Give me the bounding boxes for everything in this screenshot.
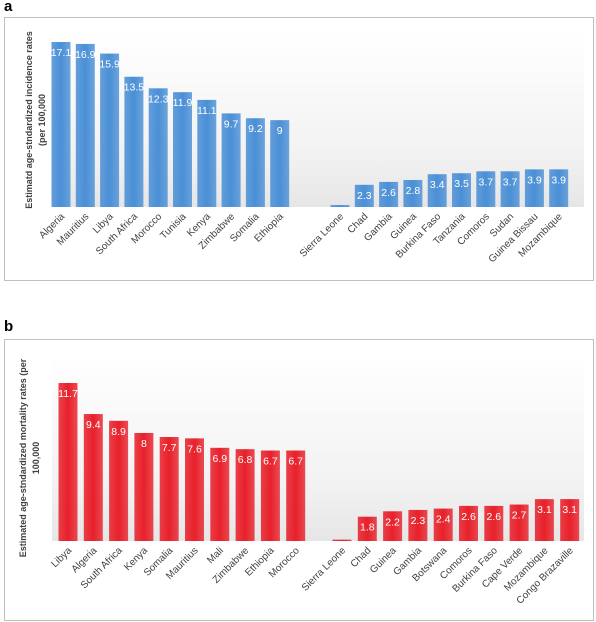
bar: [549, 169, 569, 207]
bar: [83, 414, 103, 541]
y-axis-label-line: 100,000: [31, 442, 41, 475]
bar: [286, 450, 306, 541]
bar: [534, 499, 554, 541]
data-label: 3.7: [503, 176, 518, 188]
data-label: 12.3: [148, 93, 169, 105]
bar: [109, 420, 129, 541]
data-label: 11.7: [58, 388, 78, 400]
bar: [159, 437, 179, 541]
data-label: 9.7: [224, 118, 239, 130]
data-label: 3.5: [454, 178, 469, 190]
data-label: 1.8: [360, 522, 375, 534]
bar: [330, 205, 350, 207]
bar: [245, 118, 265, 207]
data-label: 2.6: [486, 511, 501, 523]
bar: [75, 43, 95, 207]
data-label: 3.9: [527, 174, 542, 186]
category-label: Mali: [205, 545, 226, 566]
chart-frame-b: [4, 339, 594, 621]
data-label: 2.6: [381, 187, 396, 199]
data-label: 2.6: [461, 511, 476, 523]
bar: [357, 516, 377, 541]
y-axis-label-line: (per 100,000: [37, 94, 47, 146]
bar: [260, 450, 280, 541]
bar: [427, 174, 447, 207]
panel-label-b: b: [4, 318, 14, 335]
data-label: 3.7: [478, 176, 493, 188]
data-label: 2.7: [512, 510, 527, 522]
data-label: 17.1: [51, 47, 72, 59]
data-label: 3.1: [562, 504, 577, 516]
bar: [484, 505, 504, 541]
data-label: 0.1: [335, 545, 350, 557]
bar: [221, 113, 241, 207]
data-label: 7.6: [187, 443, 202, 455]
data-label: 15.9: [99, 59, 120, 71]
bar: [459, 505, 478, 541]
y-axis-label: Estimated age-stndardized mortality rate…: [18, 358, 41, 557]
bar: [524, 169, 544, 207]
data-label: 7.7: [162, 442, 177, 454]
y-axis-label-line: Estimatd age-stndardized incidence rates: [24, 31, 34, 209]
data-label: 13.5: [124, 82, 145, 94]
data-label: 6.7: [288, 456, 303, 468]
bar: [134, 432, 154, 541]
category-label: Sierra Leone: [300, 545, 349, 594]
bar: [210, 447, 230, 541]
data-label: 2.2: [385, 516, 400, 528]
data-label: 2.4: [436, 514, 451, 526]
bar: [270, 120, 290, 207]
bar: [58, 383, 78, 541]
incidence-chart: Estimatd age-stndardized incidence rates…: [24, 31, 584, 265]
data-label: 6.8: [238, 454, 253, 466]
data-label: 0.2: [333, 210, 348, 222]
bar: [560, 499, 580, 541]
plot-area: [52, 355, 584, 541]
data-label: 6.9: [212, 453, 227, 465]
data-label: 16.9: [75, 49, 96, 61]
bar: [354, 184, 374, 207]
y-axis-label: Estimatd age-stndardized incidence rates…: [24, 31, 47, 209]
bar: [476, 171, 496, 207]
bar: [124, 76, 144, 207]
bar: [100, 53, 120, 207]
chart-frame-a: [4, 17, 594, 281]
bar: [173, 92, 192, 207]
bar: [148, 88, 168, 207]
data-label: 3.9: [551, 174, 566, 186]
data-label: 3.1: [537, 504, 552, 516]
data-label: 8: [141, 438, 147, 450]
data-label: 8.9: [111, 426, 126, 438]
data-label: 11.9: [173, 97, 193, 109]
data-label: 6.7: [263, 456, 278, 468]
bar: [500, 171, 520, 207]
bar: [185, 438, 204, 541]
data-label: 9: [277, 125, 283, 137]
bar: [51, 42, 71, 207]
bar: [408, 509, 428, 541]
bar: [433, 508, 453, 541]
data-label: 2.8: [406, 185, 421, 197]
bar: [235, 449, 255, 541]
data-label: 11.1: [197, 105, 217, 117]
bar: [197, 99, 217, 207]
y-axis-label-line: Estimated age-stndardized mortality rate…: [18, 358, 28, 557]
bar: [509, 504, 529, 541]
bar: [332, 539, 352, 541]
data-label: 2.3: [411, 515, 426, 527]
bar: [403, 179, 423, 207]
bar: [452, 173, 471, 207]
bar: [383, 511, 403, 541]
data-label: 9.4: [86, 419, 101, 431]
bar: [379, 181, 399, 207]
data-label: 2.3: [357, 190, 372, 202]
panel-label-a: a: [4, 0, 13, 15]
data-label: 9.2: [248, 123, 263, 135]
data-label: 3.4: [430, 179, 445, 191]
